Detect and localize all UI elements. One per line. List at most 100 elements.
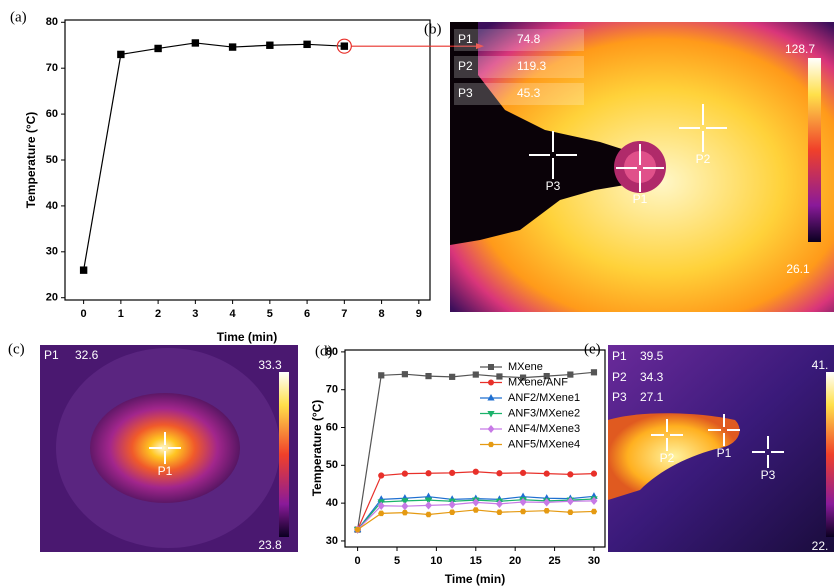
scale-max: 33.3 [258, 358, 282, 372]
marker-label: P2 [660, 451, 675, 465]
marker [402, 510, 407, 515]
marker [568, 510, 573, 515]
legend-label: ANF5/MXene4 [508, 438, 580, 450]
readout-value: 39.5 [640, 349, 664, 363]
marker [341, 43, 347, 49]
marker [473, 508, 478, 513]
series-line [84, 43, 345, 270]
marker [591, 370, 596, 375]
legend-marker [488, 426, 494, 433]
panel-label: (e) [584, 341, 601, 357]
marker [267, 42, 273, 48]
y-axis-title: Temperature (°C) [24, 112, 38, 209]
x-tick-label: 0 [81, 308, 87, 320]
marker [379, 473, 384, 478]
x-tick-label: 2 [155, 308, 161, 320]
y-tick-label: 70 [46, 62, 58, 74]
series-line [358, 510, 594, 530]
scale-min: 26.1 [786, 262, 810, 276]
readout-value: 45.3 [517, 86, 541, 100]
x-tick-label: 20 [509, 555, 521, 567]
x-axis-title: Time (min) [217, 330, 277, 344]
marker [520, 470, 525, 475]
marker [450, 510, 455, 515]
y-tick-label: 50 [46, 154, 58, 166]
x-tick-label: 10 [430, 555, 442, 567]
color-scale [279, 372, 289, 537]
legend-marker [489, 365, 494, 370]
marker [379, 373, 384, 378]
readout-label: P1 [612, 349, 627, 363]
marker [449, 501, 455, 508]
marker [155, 45, 161, 51]
marker-label: P3 [546, 179, 561, 193]
marker [426, 373, 431, 378]
panel-label: (a) [10, 9, 27, 25]
marker-label: P1 [717, 446, 732, 460]
marker-label: P1 [633, 192, 648, 206]
y-tick-label: 20 [46, 292, 58, 304]
scale-max: 128.7 [785, 42, 815, 56]
scale-min: 22. [812, 539, 829, 553]
readout-label: P1 [458, 32, 473, 46]
x-axis-title: Time (min) [445, 572, 505, 586]
legend-label: ANF2/MXene1 [508, 392, 580, 404]
marker [426, 502, 432, 509]
readout-value: 119.3 [517, 59, 546, 73]
y-tick-label: 60 [326, 421, 338, 433]
hot-spot [90, 393, 240, 503]
readout-label: P1 [44, 348, 59, 362]
readout-label: P2 [458, 59, 473, 73]
marker-label: P3 [761, 468, 776, 482]
y-tick-label: 40 [326, 497, 338, 509]
y-axis-title: Temperature (°C) [310, 400, 324, 497]
marker [473, 372, 478, 377]
legend-marker [488, 395, 494, 400]
readout-value: 32.6 [75, 348, 99, 362]
marker [426, 471, 431, 476]
scale-min: 23.8 [258, 538, 282, 552]
marker [402, 503, 408, 510]
marker [402, 372, 407, 377]
panel-label: (b) [424, 21, 442, 37]
y-tick-label: 60 [46, 108, 58, 120]
marker [591, 509, 596, 514]
marker [192, 40, 198, 46]
x-tick-label: 5 [267, 308, 273, 320]
marker [450, 374, 455, 379]
x-tick-label: 15 [470, 555, 482, 567]
x-tick-label: 9 [416, 308, 422, 320]
marker [402, 471, 407, 476]
legend-label: MXene/ANF [508, 376, 568, 388]
marker-label: P1 [158, 464, 173, 478]
scale-max: 41. [812, 358, 829, 372]
y-tick-label: 50 [326, 459, 338, 471]
marker [473, 469, 478, 474]
x-tick-label: 3 [192, 308, 198, 320]
marker [497, 471, 502, 476]
y-tick-label: 30 [46, 246, 58, 258]
marker [544, 508, 549, 513]
x-tick-label: 25 [548, 555, 560, 567]
y-tick-label: 80 [326, 346, 338, 358]
readout-value: 74.8 [517, 32, 541, 46]
marker [426, 512, 431, 517]
x-tick-label: 4 [230, 308, 237, 320]
marker [544, 471, 549, 476]
readout-label: P2 [612, 370, 627, 384]
marker [80, 267, 86, 273]
color-scale [826, 372, 834, 537]
x-tick-label: 1 [118, 308, 124, 320]
marker [355, 527, 360, 532]
readout-label: P3 [458, 86, 473, 100]
panel-label: (c) [8, 341, 25, 357]
readout-label: P3 [612, 390, 627, 404]
marker [591, 471, 596, 476]
marker [497, 510, 502, 515]
legend-marker [488, 412, 494, 417]
marker [379, 511, 384, 516]
legend-marker [489, 442, 494, 446]
marker [118, 51, 124, 57]
legend-label: ANF4/MXene3 [508, 423, 580, 435]
legend-label: ANF3/MXene2 [508, 407, 580, 419]
